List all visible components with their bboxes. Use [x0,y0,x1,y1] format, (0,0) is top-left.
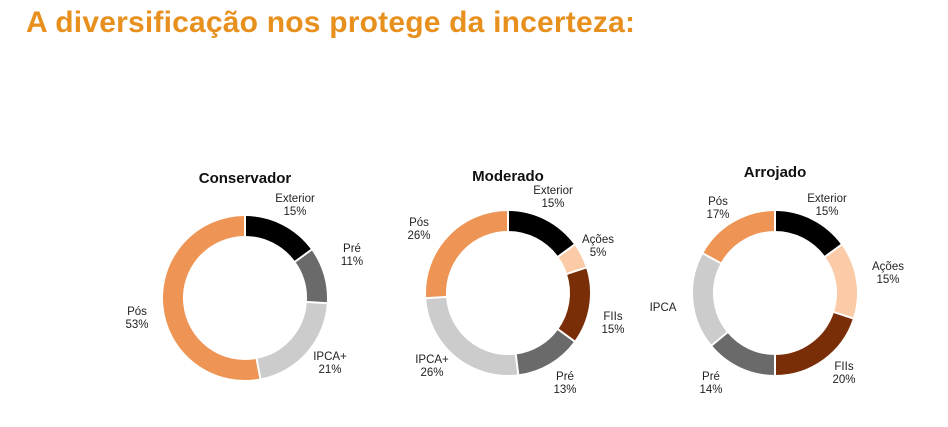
slice-label-exterior: Exterior 15% [807,193,847,218]
slice-ipca [256,301,327,379]
slice-name: Exterior [533,185,573,197]
slice-fiis [557,267,590,342]
slice-value: 20% [832,374,855,386]
slice-acoes [557,244,586,275]
slice-separator [565,266,588,276]
slice-separator [823,243,843,258]
slice-separator [514,353,520,376]
slice-separator [556,328,576,343]
slice-value: 13% [553,384,576,396]
slice-name: Pós [127,306,147,318]
slice-label-pre: Pré 13% [553,371,576,396]
slice-name: Pós [409,217,429,229]
slice-value: 15% [283,206,306,218]
slice-acoes [824,244,857,319]
slice-value: 26% [420,367,443,379]
slice-exterior [774,211,842,257]
slice-ipca [426,296,519,375]
slice-value: 15% [876,274,899,286]
slice-value: 15% [541,198,564,210]
slice-name: IPCA [650,302,677,314]
slice-label-acoes: Ações 5% [582,234,614,259]
slice-label-ipca: IPCA+ 26% [415,354,449,379]
slice-separator [293,248,313,263]
slice-name: FIIs [603,311,622,323]
slice-label-fiis: FIIs 15% [601,311,624,336]
slice-label-pos: Pós 17% [706,196,729,221]
slice-label-pre: Pré 11% [341,243,363,268]
slice-label-acoes: Ações 15% [872,261,904,286]
slice-separator [556,243,576,258]
slice-name: Pré [343,243,361,255]
slice-name: FIIs [834,361,853,373]
donut-chart-conservador: Conservador Exterior 15% Pré 11% IPCA+ 21% Pós 5… [125,170,363,380]
slice-value: 53% [125,319,148,331]
slice-label-pos: Pós 53% [125,306,148,331]
slice-exterior [244,216,312,262]
slice-name: IPCA+ [313,351,347,363]
slice-separator [701,252,723,265]
slice-separator [832,310,855,320]
slice-label-pos: Pós 26% [407,217,430,242]
slice-label-ipca: IPCA [650,302,677,314]
slice-value: 15% [815,206,838,218]
slice-separator [305,300,328,305]
slice-name: IPCA+ [415,354,449,366]
slice-pre [294,249,327,304]
slice-value: 17% [706,209,729,221]
slice-name: Ações [872,261,904,273]
slice-pre [515,329,575,375]
slice-name: Pré [702,371,720,383]
slice-value: 26% [407,230,430,242]
slice-label-exterior: Exterior 15% [533,185,573,210]
slice-ipca [693,253,728,346]
slice-value: 21% [318,364,341,376]
slice-pos [703,211,776,264]
slice-value: 5% [590,247,607,259]
slice-value: 11% [341,256,363,268]
page-title: A diversificação nos protege da incertez… [26,6,636,39]
slice-pre [711,332,776,375]
slice-pos [426,211,509,299]
slice-exterior [507,211,575,257]
slice-value: 15% [601,324,624,336]
slice-label-pre: Pré 14% [699,371,722,396]
slice-name: Pré [556,371,574,383]
chart-title: Conservador [199,170,292,187]
slice-fiis [774,311,853,375]
slice-value: 14% [699,384,722,396]
slice-label-ipca: IPCA+ 21% [313,351,347,376]
slice-name: Exterior [807,193,847,205]
chart-title: Moderado [472,168,544,185]
slice-pos [162,216,261,380]
slice-name: Pós [708,196,728,208]
slice-separator [425,295,448,300]
slice-name: Exterior [275,193,315,205]
slice-label-exterior: Exterior 15% [275,193,315,218]
slice-separator [710,331,729,347]
chart-title: Arrojado [744,164,807,181]
slice-separator [255,357,262,380]
slice-name: Ações [582,234,614,246]
slice-label-fiis: FIIs 20% [832,361,855,386]
